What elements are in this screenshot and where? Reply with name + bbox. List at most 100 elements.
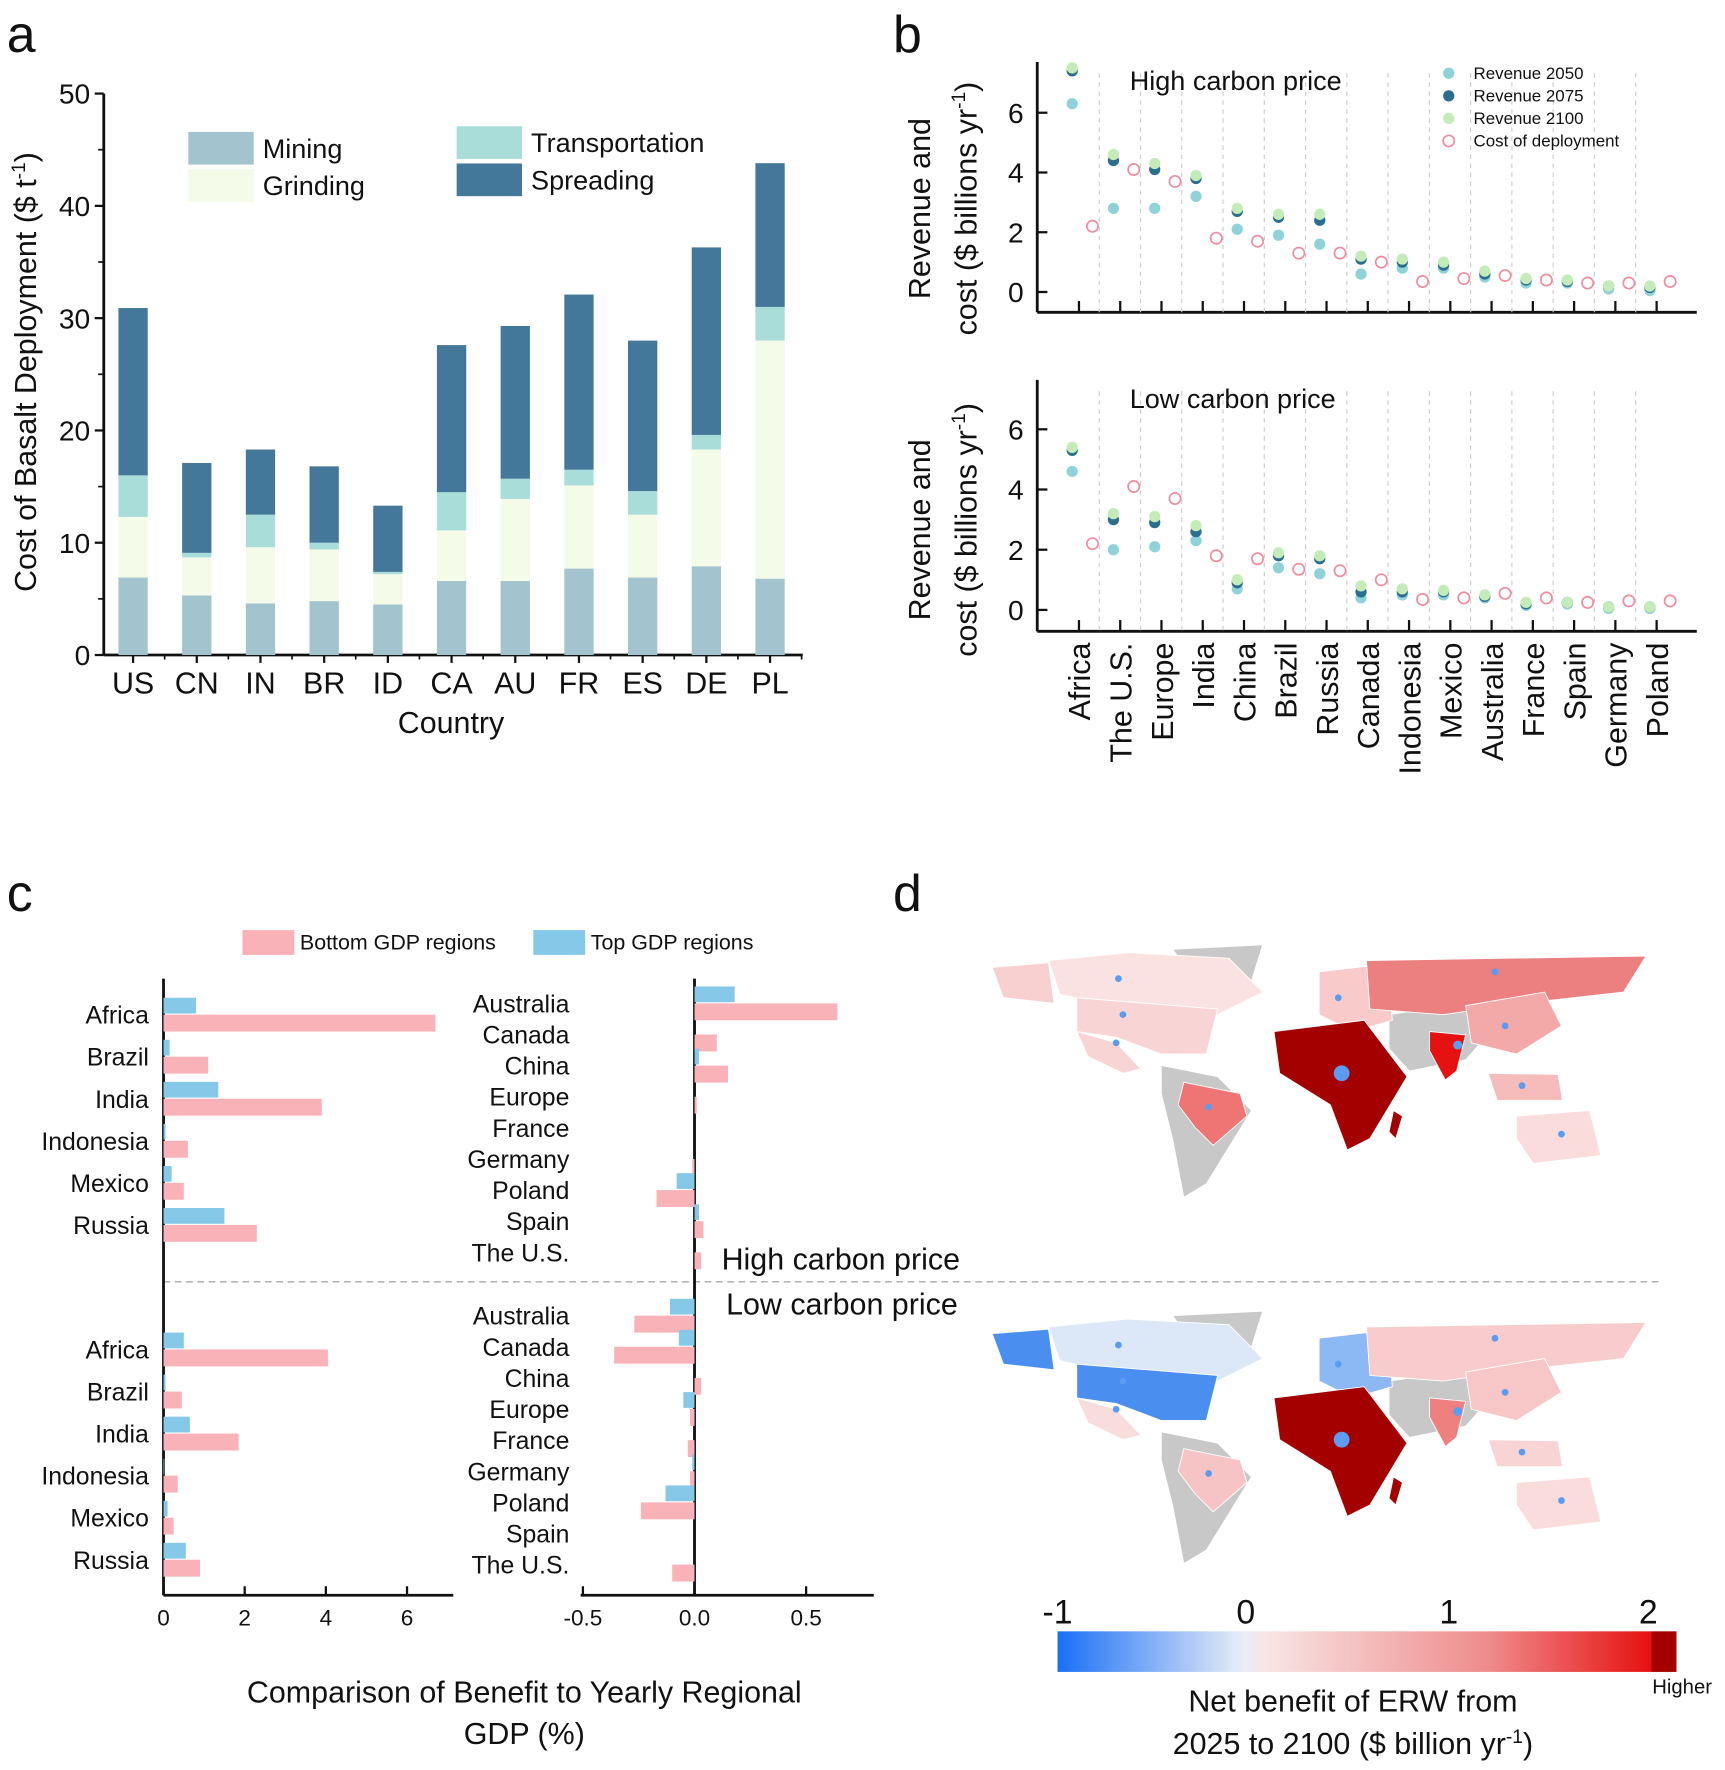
category-label: Canada: [483, 1335, 570, 1362]
subplot-high-carbon-price: 0 2 4 6 High carbon price Revenue and cost ($ …: [903, 62, 1697, 335]
category-label: Mexico: [70, 1506, 149, 1533]
bar-segment-grinding-id: [373, 574, 403, 605]
bar-top-gdp-high: [163, 1165, 172, 1182]
point-revenue-2050: [1066, 98, 1078, 110]
bar-top-gdp-high: [163, 1081, 219, 1098]
bar-bottom-gdp-low: [690, 1471, 695, 1489]
region-india: [1429, 1397, 1467, 1448]
scenario-label-low: Low carbon price: [726, 1288, 958, 1322]
colorbar-tick-label: -1: [1042, 1593, 1072, 1631]
bar-segment-transportation-de: [691, 434, 722, 450]
region-madagascar: [1388, 1476, 1404, 1506]
y-axis-title-end: ): [9, 152, 43, 162]
bar-segment-mining-id: [373, 604, 403, 656]
x-tick-label: Germany: [1600, 642, 1634, 768]
point-revenue-2050: [1314, 568, 1326, 580]
region-australia: [1515, 1476, 1602, 1531]
scenario-label-high: High carbon price: [722, 1242, 960, 1276]
region-marker: [1205, 1470, 1212, 1477]
region-africa: [1273, 1019, 1408, 1151]
legend-marker: [1443, 90, 1455, 102]
category-label: The U.S.: [472, 1553, 570, 1580]
x-tick-label: Europe: [1146, 643, 1180, 741]
y-tick-label: 2: [1008, 216, 1024, 248]
bar-segment-spreading-de: [691, 247, 722, 435]
bar-segment-spreading-us: [118, 308, 148, 476]
bar-segment-grinding-in: [245, 547, 276, 604]
category-label: Mexico: [70, 1171, 149, 1198]
legend-label: Bottom GDP regions: [300, 930, 496, 954]
bar-bottom-gdp-high: [163, 1224, 257, 1242]
legend-swatch-top-gdp: [533, 930, 586, 955]
category-label: Spain: [506, 1209, 569, 1236]
legend-swatch-transportation: [456, 126, 523, 159]
region-marker: [1518, 1448, 1526, 1456]
bar-top-gdp-high: [163, 1207, 225, 1224]
x-tick-label: 4: [320, 1606, 333, 1631]
point-cost-India: [1209, 549, 1223, 563]
point-cost-China: [1251, 552, 1265, 566]
bar-segment-transportation-au: [500, 478, 530, 499]
point-cost-France: [1539, 273, 1553, 287]
x-axis-title-line2: GDP (%): [464, 1717, 585, 1751]
bar-bottom-gdp-low: [690, 1409, 695, 1426]
point-revenue-2100: [1520, 272, 1532, 285]
y-tick-label: 4: [1008, 474, 1024, 506]
legend-marker: [1443, 112, 1455, 125]
x-tick-label: DE: [685, 666, 727, 700]
legend-swatch-mining: [188, 131, 254, 165]
bar-segment-grinding-ca: [436, 530, 467, 581]
x-tick-label: ES: [622, 666, 663, 700]
bar-bottom-gdp-low: [163, 1391, 182, 1409]
bar-segment-grinding-br: [309, 549, 339, 602]
y-tick-label: 2: [1008, 534, 1024, 566]
x-tick-label: 6: [401, 1606, 414, 1631]
point-revenue-2050: [1066, 465, 1078, 478]
point-revenue-2100: [1355, 580, 1367, 592]
bar-segment-mining-fr: [564, 568, 594, 656]
region-marker: [1112, 1405, 1120, 1413]
point-cost-The U.S.: [1127, 480, 1141, 493]
bar-bottom-gdp-high: [163, 1140, 188, 1158]
panel-c-horizontal-bar-charts: Bottom GDP regions Top GDP regions High ca…: [41, 930, 1663, 1751]
bar-segment-transportation-in: [245, 514, 276, 548]
x-tick-label: The U.S.: [1104, 643, 1138, 763]
x-tick-label: 2: [238, 1606, 251, 1631]
region-china: [1465, 1358, 1563, 1421]
x-tick-label: Africa: [1063, 643, 1097, 721]
title-main: 2025 to 2100 ($ billion yr: [1173, 1727, 1506, 1761]
region-marker: [1112, 1039, 1120, 1047]
bar-segment-spreading-au: [500, 326, 530, 479]
y-title-end: ): [949, 82, 983, 92]
bar-bottom-gdp-high: [163, 1182, 184, 1200]
colorbar-title-line2: 2025 to 2100 ($ billion yr-1): [1173, 1727, 1533, 1761]
legend-label: Transportation: [531, 128, 704, 158]
title-sup: -1: [1506, 1727, 1523, 1748]
point-revenue-2100: [1272, 547, 1285, 559]
legend-swatch-bottom-gdp: [242, 930, 295, 955]
bar-top-gdp-low: [163, 1332, 184, 1349]
category-label: India: [95, 1087, 149, 1114]
bar-segment-transportation-br: [309, 542, 339, 550]
category-label: Germany: [467, 1147, 570, 1174]
point-revenue-2100: [1561, 274, 1573, 286]
point-revenue-2050: [1107, 544, 1120, 556]
point-revenue-2050: [1190, 190, 1202, 203]
bar-top-gdp-low: [669, 1298, 695, 1315]
bar-segment-mining-pl: [755, 578, 785, 656]
y-tick-label: 50: [59, 78, 90, 110]
region-madagascar: [1388, 1109, 1404, 1140]
category-label: China: [505, 1366, 570, 1393]
region-marker: [1501, 1388, 1509, 1396]
region-canada: [1047, 952, 1264, 1016]
category-label: Germany: [467, 1459, 570, 1486]
category-label: Poland: [492, 1490, 569, 1517]
bar-top-gdp-high: [163, 1123, 166, 1140]
point-revenue-2050: [1314, 238, 1326, 250]
x-tick-label: US: [112, 666, 154, 700]
point-revenue-2100: [1644, 280, 1656, 292]
bar-segment-transportation-es: [628, 491, 658, 515]
x-tick-label: -0.5: [563, 1606, 602, 1631]
colorbar-tick-label: 1: [1439, 1593, 1458, 1631]
category-label: Spain: [506, 1521, 569, 1548]
